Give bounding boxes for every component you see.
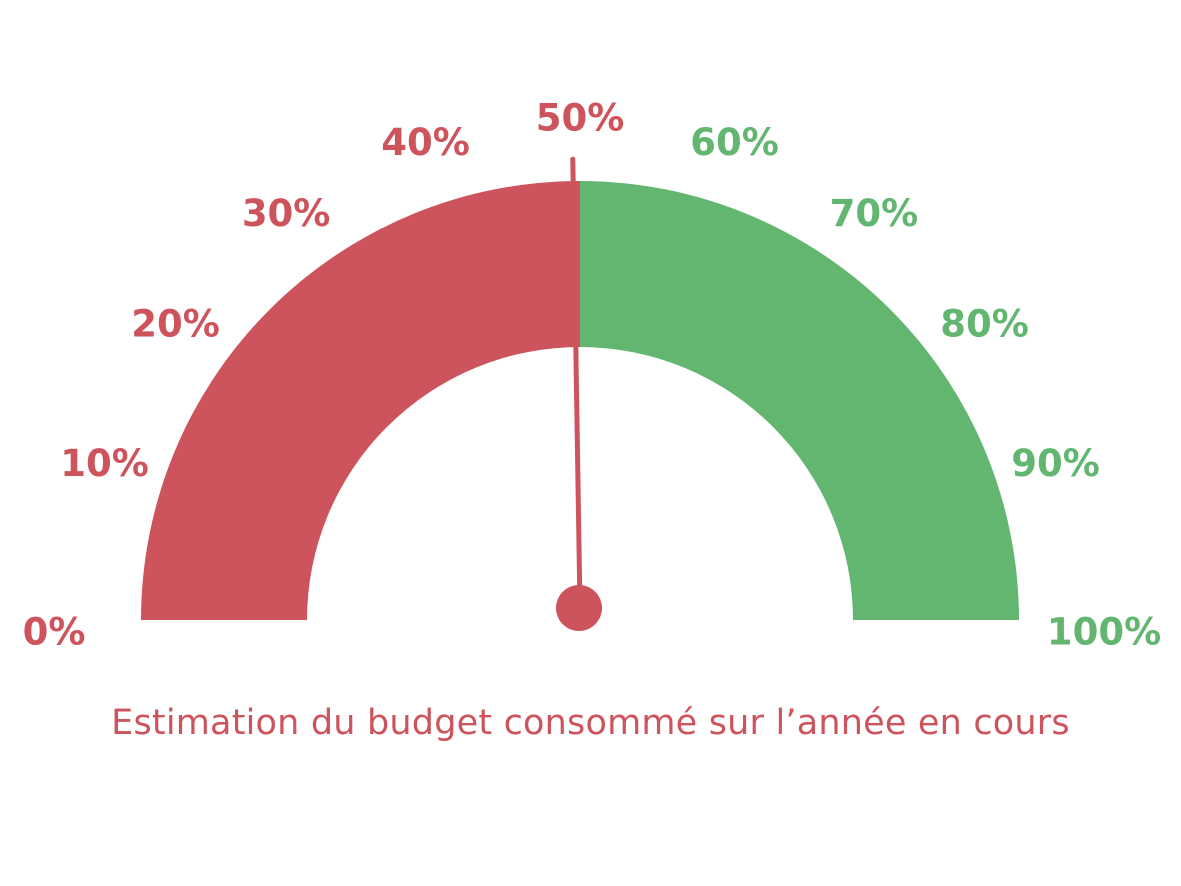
tick-label-30: 30% xyxy=(242,192,331,235)
tick-label-100: 100% xyxy=(1047,611,1161,654)
gauge-needle-group xyxy=(556,156,602,631)
gauge-bands xyxy=(141,181,1019,620)
tick-label-80: 80% xyxy=(940,303,1029,346)
gauge-band-0 xyxy=(141,181,580,620)
tick-label-0: 0% xyxy=(23,611,86,654)
gauge-tick-labels: 0% 10% 20% 30% 40% 50% 60% 70% 80% 90% 100% xyxy=(23,97,1162,654)
gauge-band-1 xyxy=(580,181,1019,620)
tick-label-70: 70% xyxy=(830,192,919,235)
gauge-needle xyxy=(570,156,583,611)
tick-label-60: 60% xyxy=(690,121,779,164)
tick-label-10: 10% xyxy=(60,442,149,485)
gauge-needle-hub xyxy=(556,585,602,631)
tick-label-90: 90% xyxy=(1011,442,1100,485)
tick-label-40: 40% xyxy=(381,121,470,164)
tick-label-50: 50% xyxy=(536,97,625,140)
gauge-caption: Estimation du budget consommé sur l’anné… xyxy=(111,703,1070,743)
tick-label-20: 20% xyxy=(131,303,220,346)
